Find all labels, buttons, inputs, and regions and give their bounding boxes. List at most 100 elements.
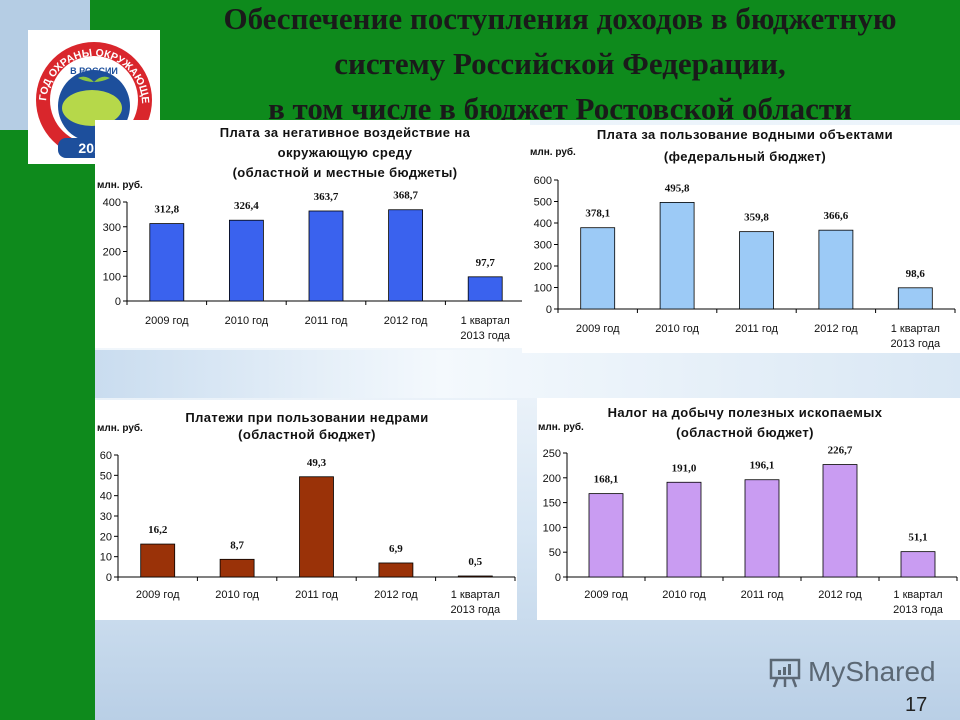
chart-svg: Плата за пользование водными объектами (ф…: [530, 127, 956, 350]
bar-value-label: 326,4: [234, 200, 259, 212]
chart-mineral-extraction-tax: Налог на добычу полезных ископаемых (обла…: [537, 398, 960, 620]
chart-title-line: Плата за пользование водными объектами: [597, 127, 893, 142]
y-tick-label: 0: [546, 304, 552, 316]
y-tick-label: 50: [549, 547, 561, 559]
y-tick-label: 200: [103, 247, 121, 259]
y-tick-label: 20: [100, 531, 112, 543]
y-tick-label: 100: [543, 522, 561, 534]
chart-water-use-fee: Плата за пользование водными объектами (ф…: [522, 125, 960, 353]
x-tick-label: 2011 год: [741, 589, 784, 601]
bar: [897, 287, 933, 310]
y-tick-label: 30: [100, 511, 112, 523]
bar-value-label: 368,7: [393, 190, 418, 202]
page-number: 17: [905, 694, 928, 716]
chart-title-line: (областной бюджет): [238, 427, 376, 442]
y-tick-label: 0: [115, 296, 121, 308]
x-tick-label: 2009 год: [145, 315, 189, 327]
bar: [149, 223, 185, 302]
y-tick-label: 300: [534, 240, 552, 252]
x-tick-label: 2010 год: [655, 323, 699, 335]
bar: [900, 551, 936, 578]
bar-value-label: 0,5: [468, 556, 482, 568]
bar-value-label: 378,1: [585, 208, 610, 220]
x-tick-label: 2009 год: [136, 589, 180, 601]
x-tick-label: 2010 год: [215, 589, 259, 601]
chart-title-line: (областной бюджет): [676, 425, 814, 440]
bar-value-label: 8,7: [230, 539, 244, 551]
x-tick-label: 2013 года: [893, 604, 944, 616]
y-tick-label: 400: [534, 218, 552, 230]
bar: [457, 575, 493, 578]
bar-value-label: 226,7: [828, 445, 853, 457]
bar: [467, 276, 503, 302]
chart-negative-impact-fee: Плата за негативное воздействие на окружа…: [95, 120, 530, 348]
y-axis-unit-label: млн. руб.: [530, 146, 576, 158]
y-tick-label: 250: [543, 448, 561, 460]
background-stripe: [95, 350, 960, 398]
slide-title-line-1: Обеспечение поступления доходов в бюджет…: [223, 1, 897, 36]
bar: [140, 543, 176, 578]
chart-title-line: (федеральный бюджет): [664, 149, 826, 164]
x-tick-label: 2010 год: [662, 589, 706, 601]
chart-svg: Налог на добычу полезных ископаемых (обла…: [538, 405, 958, 616]
x-tick-label: 2012 год: [374, 589, 418, 601]
y-tick-label: 300: [103, 222, 121, 234]
bar: [378, 562, 414, 578]
bar: [659, 202, 695, 310]
bar: [388, 209, 424, 302]
bar: [739, 231, 774, 310]
x-tick-label: 2011 год: [735, 323, 778, 335]
y-tick-label: 600: [534, 175, 552, 187]
x-tick-label: 2011 год: [305, 315, 348, 327]
x-tick-label: 1 квартал: [461, 315, 510, 327]
y-tick-label: 0: [106, 572, 112, 584]
header-band: [90, 0, 960, 120]
svg-text:В РОССИИ: В РОССИИ: [70, 66, 118, 76]
bar-value-label: 98,6: [906, 268, 926, 280]
bar: [219, 558, 255, 578]
bar-value-label: 495,8: [665, 182, 690, 194]
y-tick-label: 200: [543, 473, 561, 485]
bar-value-label: 51,1: [908, 532, 927, 544]
bar: [580, 227, 616, 310]
y-tick-label: 500: [534, 197, 552, 209]
y-tick-label: 0: [555, 572, 561, 584]
y-axis-unit-label: млн. руб.: [97, 179, 143, 191]
bar: [744, 479, 780, 578]
y-tick-label: 40: [100, 491, 112, 503]
left-band: [0, 130, 95, 720]
bar: [299, 476, 334, 578]
bar: [818, 229, 854, 310]
bar-value-label: 363,7: [314, 191, 339, 203]
slide-title-line-2: систему Российской Федерации,: [334, 46, 786, 81]
x-tick-label: 2011 год: [295, 589, 338, 601]
y-axis-unit-label: млн. руб.: [97, 422, 143, 434]
bar-value-label: 168,1: [594, 474, 619, 486]
slide-title: Обеспечение поступления доходов в бюджет…: [170, 0, 950, 131]
chart-title-line: (областной и местные бюджеты): [233, 165, 458, 180]
y-tick-label: 150: [543, 498, 561, 510]
bar-value-label: 196,1: [750, 460, 775, 472]
bar-value-label: 97,7: [476, 257, 496, 269]
y-tick-label: 200: [534, 261, 552, 273]
y-tick-label: 60: [100, 450, 112, 462]
y-tick-label: 400: [103, 197, 121, 209]
y-tick-label: 50: [100, 470, 112, 482]
chart-title-line: окружающую среду: [278, 145, 413, 160]
x-tick-label: 1 квартал: [891, 323, 940, 335]
x-tick-label: 2012 год: [818, 589, 862, 601]
bar: [822, 464, 858, 578]
x-tick-label: 1 квартал: [451, 589, 500, 601]
x-tick-label: 2009 год: [584, 589, 628, 601]
x-tick-label: 1 квартал: [893, 589, 942, 601]
chart-title-line: Налог на добычу полезных ископаемых: [608, 405, 883, 420]
bar-value-label: 359,8: [744, 212, 769, 224]
bar-value-label: 49,3: [307, 457, 327, 469]
bar: [588, 493, 624, 578]
x-tick-label: 2013 года: [890, 338, 941, 350]
bar-value-label: 16,2: [148, 524, 168, 536]
y-tick-label: 100: [103, 271, 121, 283]
bar: [308, 210, 344, 302]
bar: [228, 219, 264, 302]
chart-svg: Платежи при пользовании недрами (областно…: [97, 410, 516, 616]
